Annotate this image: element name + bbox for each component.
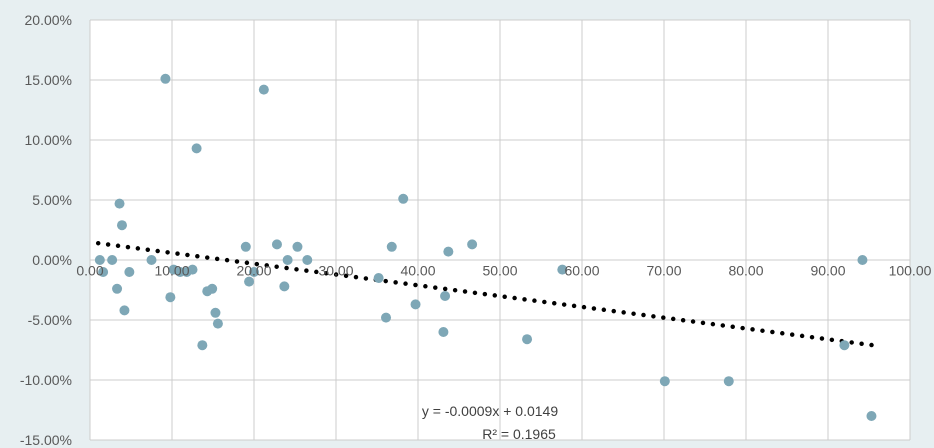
- data-point: [94, 255, 105, 265]
- data-point: [373, 273, 384, 283]
- data-point: [244, 276, 255, 287]
- data-point: [302, 255, 313, 265]
- data-point: [165, 292, 176, 303]
- y-tick-label: -10.00%: [20, 372, 72, 388]
- y-tick-label: 20.00%: [25, 12, 72, 28]
- y-tick-label: 10.00%: [25, 132, 72, 148]
- data-point: [240, 241, 251, 252]
- trendline-path: [95, 240, 876, 348]
- data-point: [271, 239, 282, 250]
- data-point: [659, 376, 670, 387]
- data-point: [114, 198, 125, 209]
- grid-lines: [89, 19, 911, 441]
- data-point: [440, 291, 451, 301]
- data-point: [410, 299, 421, 310]
- data-point: [467, 239, 478, 250]
- y-tick-label: 0.00%: [32, 252, 72, 268]
- x-tick-label: 80.00: [728, 262, 763, 278]
- data-point: [146, 255, 157, 265]
- y-tick-label: -15.00%: [20, 432, 72, 448]
- trendline-r-squared: R² = 0.1965: [482, 426, 556, 442]
- x-tick-label: 100.00: [889, 262, 932, 278]
- data-points: [94, 73, 877, 421]
- data-point: [124, 267, 135, 277]
- tick-labels: 0.00 10.00 20.00 30.00 40.00 50.00 60.00 70.00 8…: [20, 12, 932, 448]
- data-point: [866, 411, 877, 421]
- data-point: [443, 246, 454, 257]
- data-point: [522, 334, 533, 345]
- data-point: [381, 312, 392, 323]
- data-point: [107, 255, 118, 265]
- data-point: [116, 220, 127, 231]
- y-tick-label: -5.00%: [28, 312, 72, 328]
- data-point: [438, 327, 449, 337]
- y-tick-label: 5.00%: [32, 192, 72, 208]
- data-point: [197, 340, 208, 351]
- x-tick-label: 70.00: [646, 262, 681, 278]
- data-point: [857, 255, 868, 265]
- data-point: [160, 73, 171, 84]
- x-tick-label: 10.00: [154, 262, 189, 278]
- x-tick-label: 90.00: [810, 262, 845, 278]
- data-point: [249, 267, 259, 277]
- x-tick-label: 0.00: [76, 262, 103, 278]
- data-point: [187, 264, 198, 275]
- data-point: [98, 267, 109, 277]
- data-point: [112, 283, 123, 294]
- trendline-equation: y = -0.0009x + 0.0149: [422, 403, 558, 419]
- data-point: [207, 283, 218, 294]
- data-point: [210, 307, 221, 318]
- data-point: [386, 241, 397, 252]
- data-point: [723, 376, 734, 387]
- x-tick-label: 60.00: [564, 262, 599, 278]
- x-tick-label: 50.00: [482, 262, 517, 278]
- data-point: [839, 340, 850, 351]
- data-point: [292, 241, 303, 252]
- x-tick-label: 40.00: [400, 262, 435, 278]
- x-tick-label: 30.00: [318, 262, 353, 278]
- data-point: [191, 143, 202, 154]
- trendline: [95, 240, 876, 348]
- data-point: [398, 193, 409, 204]
- data-point: [557, 264, 568, 275]
- data-point: [279, 281, 290, 292]
- data-point: [282, 255, 293, 265]
- y-tick-label: 15.00%: [25, 72, 72, 88]
- data-point: [119, 305, 130, 316]
- x-tick-label: 20.00: [236, 262, 271, 278]
- data-point: [258, 84, 269, 95]
- data-point: [212, 318, 223, 329]
